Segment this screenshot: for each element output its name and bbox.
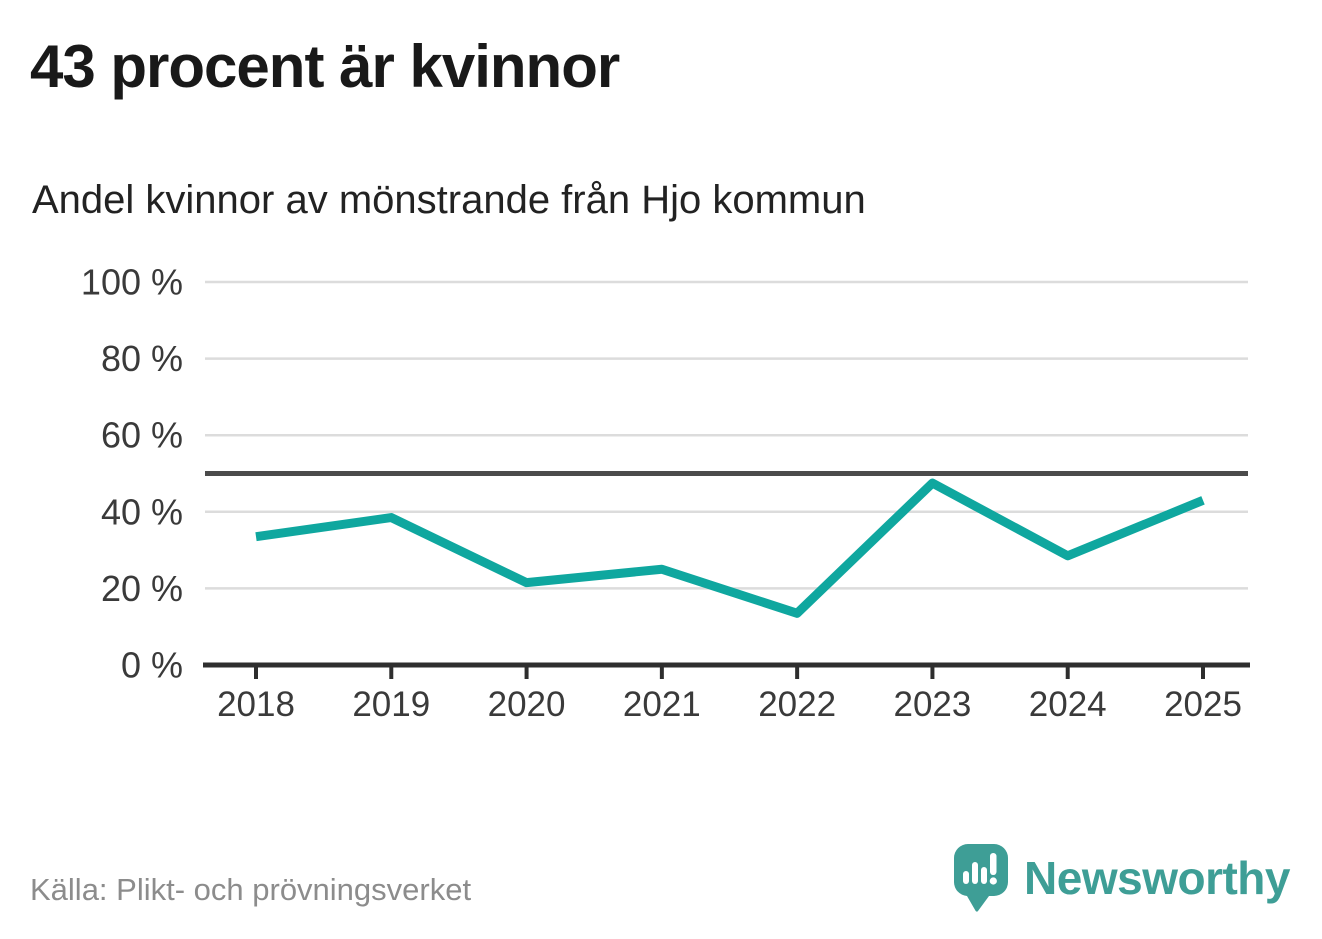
x-axis-tick-label: 2022 <box>758 685 836 724</box>
x-axis-tick-label: 2025 <box>1164 685 1242 724</box>
x-axis-tick-label: 2024 <box>1029 685 1107 724</box>
y-axis-tick-label: 60 % <box>101 415 183 456</box>
y-axis-tick-label: 80 % <box>101 338 183 379</box>
x-axis-tick-label: 2019 <box>352 685 430 724</box>
y-axis-tick-label: 40 % <box>101 491 183 532</box>
newsworthy-bubble-chart-icon <box>954 844 1009 912</box>
page-title: 43 procent är kvinnor <box>30 33 620 100</box>
data-series-line <box>255 478 1205 618</box>
x-axis-tick-label: 2021 <box>623 685 701 724</box>
x-axis-tick-label: 2023 <box>893 685 971 724</box>
y-axis-tick-label: 0 % <box>121 645 183 686</box>
y-axis-tick-label: 20 % <box>101 568 183 609</box>
y-axis-tick-label: 100 % <box>81 262 183 303</box>
x-axis-tick-label: 2018 <box>217 685 295 724</box>
newsworthy-wordmark: Newsworthy <box>1024 852 1290 904</box>
chart-subtitle: Andel kvinnor av mönstrande från Hjo kom… <box>32 178 866 222</box>
newsworthy-logo: Newsworthy <box>954 842 1290 914</box>
source-caption: Källa: Plikt- och prövningsverket <box>30 872 472 907</box>
x-axis-tick-label: 2020 <box>488 685 566 724</box>
